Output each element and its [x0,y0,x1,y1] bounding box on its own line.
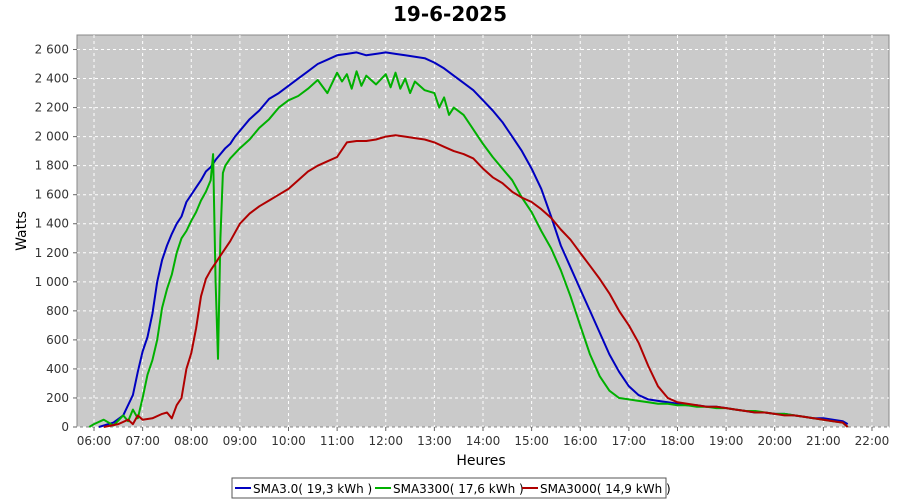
x-tick-label: 13:00 [417,434,452,448]
x-tick-label: 11:00 [320,434,355,448]
y-tick-label: 2 600 [35,43,69,57]
y-tick-label: 400 [46,362,69,376]
legend: SMA3.0( 19,3 kWh ) SMA3300( 17,6 kWh ) SMA… [231,477,671,499]
series-lines [88,51,849,428]
gridlines [77,35,889,428]
x-tick-label: 07:00 [125,434,160,448]
y-axis-label: Watts [14,211,30,251]
x-tick-label: 06:00 [77,434,112,448]
legend-box [231,477,667,499]
x-tick-label: 21:00 [806,434,841,448]
y-tick-label: 2 000 [35,130,69,144]
y-tick-label: 600 [46,333,69,347]
y-axis-ticks: 0 200 400 600 800 1 000 1 200 1 400 1 600 1 800 2 … [35,43,77,434]
x-tick-label: 14:00 [466,434,501,448]
x-tick-label: 09:00 [223,434,258,448]
x-axis-ticks: 06:00 07:00 08:00 09:00 10:00 11:00 12:00 13:00… [77,427,890,448]
x-tick-label: 16:00 [563,434,598,448]
x-tick-label: 22:00 [855,434,890,448]
y-tick-label: 1 400 [35,217,69,231]
x-tick-label: 15:00 [514,434,549,448]
y-tick-label: 1 200 [35,246,69,260]
x-tick-label: 18:00 [660,434,695,448]
y-tick-label: 0 [61,420,69,434]
legend-entry: SMA3.0( 19,3 kWh ) [253,482,372,496]
y-tick-label: 200 [46,391,69,405]
series-line-3 [103,134,849,428]
y-tick-label: 1 800 [35,159,69,173]
x-tick-label: 17:00 [612,434,647,448]
y-tick-label: 2 400 [35,72,69,86]
x-tick-label: 08:00 [174,434,209,448]
x-tick-label: 12:00 [368,434,403,448]
x-tick-label: 19:00 [709,434,744,448]
x-axis-label: Heures [456,453,505,469]
y-tick-label: 1 000 [35,275,69,289]
series-line-2 [88,70,849,428]
chart-title: 19-6-2025 [393,2,507,26]
x-tick-label: 20:00 [757,434,792,448]
legend-entry: SMA3300( 17,6 kWh ) [393,482,524,496]
y-tick-label: 2 200 [35,101,69,115]
plot-area [76,34,890,428]
y-tick-label: 1 600 [35,188,69,202]
y-tick-label: 800 [46,304,69,318]
legend-entry: SMA3000( 14,9 kWh ) [540,482,671,496]
x-tick-label: 10:00 [271,434,306,448]
